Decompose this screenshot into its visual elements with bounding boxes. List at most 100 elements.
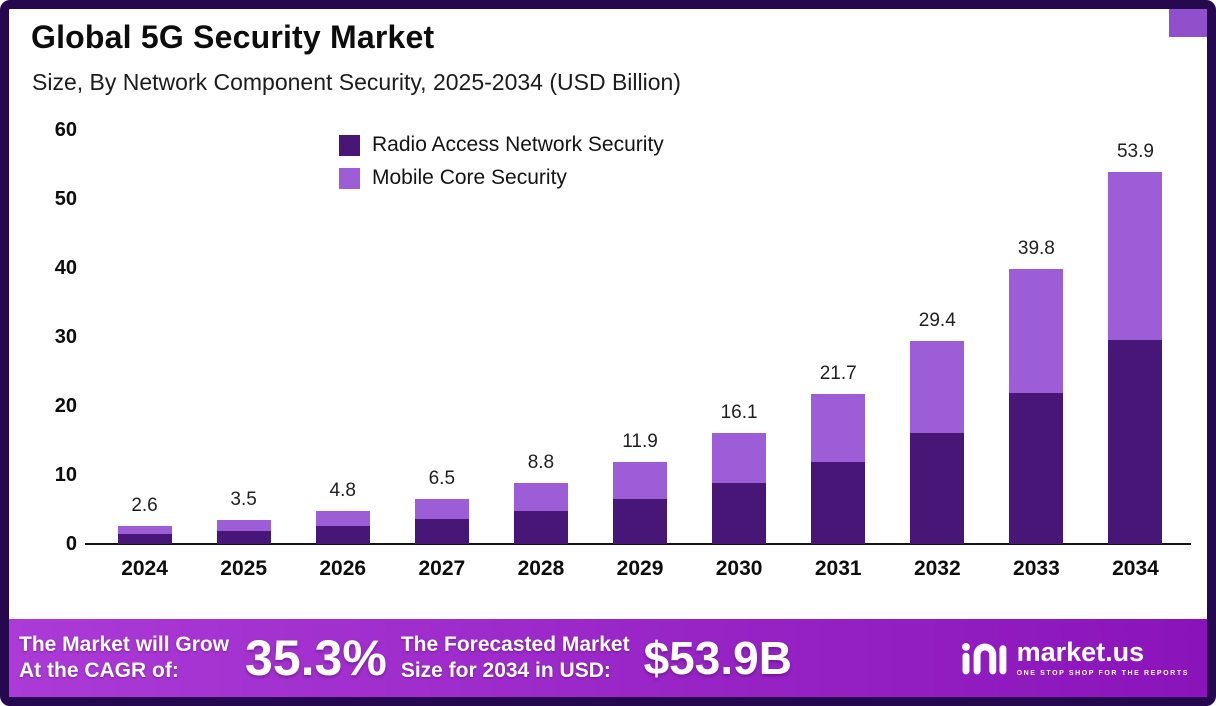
brand-name: market.us: [1016, 637, 1145, 667]
bar-segment-mobile-core: [811, 394, 866, 462]
bar-column-2024: 2.6: [95, 130, 194, 544]
bar-segment-mobile-core: [513, 483, 568, 511]
legend-item-radio-access: Radio Access Network Security: [339, 133, 664, 157]
footer-banner: The Market will Grow At the CAGR of: 35.…: [9, 619, 1207, 697]
forecast-caption-line1: The Forecasted Market: [400, 633, 630, 657]
bar-column-2029: 11.9: [590, 130, 689, 544]
bar-segment-mobile-core: [1108, 172, 1163, 340]
legend-label-series1: Radio Access Network Security: [372, 133, 664, 156]
y-tick-label: 10: [54, 464, 77, 486]
bar-total-label: 29.4: [918, 310, 956, 332]
x-tick-label: 2025: [220, 557, 267, 580]
bar-column-2026: 4.8: [293, 130, 392, 544]
bar-stack: [712, 432, 767, 544]
bar-total-label: 3.5: [230, 488, 257, 510]
bar-column-2030: 16.1: [690, 130, 789, 544]
y-axis: 0 10 20 30 40 50 60: [9, 119, 83, 555]
bar-segment-mobile-core: [216, 519, 271, 531]
market-us-logo-icon: [961, 643, 1006, 675]
cagr-caption: The Market will Grow At the CAGR of:: [19, 632, 229, 683]
bar-segment-radio-access: [1108, 339, 1163, 544]
x-tick-label: 2033: [1013, 557, 1060, 580]
legend-item-mobile-core: Mobile Core Security: [339, 166, 664, 190]
bar-total-label: 6.5: [428, 468, 456, 490]
x-tick-label: 2024: [121, 557, 168, 580]
bar-stack: [811, 394, 866, 544]
bar-total-label: 16.1: [720, 401, 758, 423]
legend-swatch-series1: [339, 134, 360, 156]
bar-stack: [513, 483, 568, 544]
bar-segment-radio-access: [216, 530, 271, 544]
bar-stack: [910, 341, 965, 544]
bar-segment-mobile-core: [613, 461, 668, 500]
bar-total-label: 8.8: [527, 452, 555, 474]
y-tick-label: 20: [54, 395, 77, 417]
brand-logo: market.us ONE STOP SHOP FOR THE REPORTS: [960, 639, 1189, 677]
x-axis-line: [85, 543, 1191, 545]
chart-legend: Radio Access Network Security Mobile Cor…: [339, 133, 664, 190]
bar-stack: [414, 499, 469, 544]
y-tick-label: 0: [65, 533, 77, 555]
legend-label-series2: Mobile Core Security: [372, 166, 567, 189]
bar-total-label: 11.9: [622, 430, 658, 452]
bar-segment-mobile-core: [712, 432, 767, 484]
brand-tagline: ONE STOP SHOP FOR THE REPORTS: [1016, 670, 1189, 677]
bar-total-label: 53.9: [1116, 141, 1154, 163]
bar-segment-radio-access: [1009, 392, 1064, 544]
bar-column-2028: 8.8: [491, 130, 590, 544]
bar-stack: [315, 510, 370, 544]
x-tick-label: 2026: [319, 557, 367, 580]
bar-stack: [117, 526, 172, 544]
legend-swatch-series2: [339, 167, 360, 189]
bar-segment-radio-access: [117, 534, 172, 544]
page-title: Global 5G Security Market: [31, 19, 435, 55]
cagr-value: 35.3%: [245, 630, 387, 686]
bar-segment-mobile-core: [910, 341, 965, 433]
brand-text: market.us ONE STOP SHOP FOR THE REPORTS: [1016, 637, 1189, 678]
forecast-value: $53.9B: [643, 632, 792, 684]
bar-column-2031: 21.7: [789, 130, 888, 544]
y-tick-label: 30: [54, 326, 77, 348]
bar-column-2032: 29.4: [888, 130, 987, 544]
cagr-caption-line2: At the CAGR of:: [19, 659, 179, 682]
x-tick-label: 2030: [715, 557, 763, 580]
x-tick-label: 2028: [517, 557, 565, 580]
y-tick-label: 40: [54, 257, 77, 279]
bar-segment-mobile-core: [1009, 269, 1064, 393]
bar-segment-radio-access: [811, 461, 866, 544]
bar-total-label: 2.6: [131, 495, 158, 517]
bar-segment-radio-access: [712, 483, 767, 544]
bar-segment-mobile-core: [117, 526, 172, 535]
bar-stack: [216, 519, 271, 544]
x-tick-label: 2032: [913, 557, 961, 580]
plot-area: 2.6 3.5 4.8 6.5 8.8 11.9 16.1 21.7 29.4 39.8 53.9: [95, 130, 1185, 544]
forecast-caption: The Forecasted Market Size for 2034 in U…: [401, 632, 630, 683]
bar-total-label: 4.8: [329, 479, 356, 501]
bar-column-2034: 53.9: [1086, 130, 1185, 544]
cagr-caption-line1: The Market will Grow: [19, 633, 230, 657]
bar-stack: [1009, 269, 1064, 544]
bar-total-label: 39.8: [1017, 238, 1055, 260]
forecast-caption-line2: Size for 2034 in USD:: [400, 659, 611, 682]
corner-accent-square: [1169, 9, 1207, 37]
bar-segment-mobile-core: [414, 499, 469, 520]
bar-segment-radio-access: [513, 510, 568, 544]
x-tick-label: 2031: [814, 557, 862, 580]
bar-stack: [613, 461, 668, 544]
y-tick-label: 50: [54, 188, 77, 210]
bar-column-2027: 6.5: [392, 130, 491, 544]
x-tick-label: 2027: [418, 557, 466, 580]
x-axis-labels: 2024 2025 2026 2027 2028 2029 2030 2031 2032 2033…: [95, 557, 1185, 581]
bar-column-2025: 3.5: [194, 130, 293, 544]
bar-column-2033: 39.8: [987, 130, 1086, 544]
bar-segment-radio-access: [414, 519, 469, 544]
chart-subtitle: Size, By Network Component Security, 202…: [32, 69, 681, 95]
bar-total-label: 21.7: [819, 363, 857, 385]
bar-segment-mobile-core: [315, 510, 370, 527]
bar-segment-radio-access: [315, 526, 370, 544]
x-tick-label: 2034: [1112, 557, 1159, 580]
bar-stack: [1108, 172, 1163, 544]
bar-segment-radio-access: [613, 499, 668, 544]
y-tick-label: 60: [54, 119, 77, 141]
